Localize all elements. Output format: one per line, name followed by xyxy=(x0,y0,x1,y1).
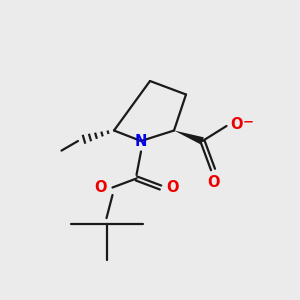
Text: O: O xyxy=(166,180,178,195)
Text: O: O xyxy=(230,117,243,132)
Polygon shape xyxy=(174,130,204,145)
Text: O: O xyxy=(207,175,219,190)
Text: −: − xyxy=(243,116,254,129)
Text: N: N xyxy=(135,134,147,148)
Text: O: O xyxy=(94,180,107,195)
